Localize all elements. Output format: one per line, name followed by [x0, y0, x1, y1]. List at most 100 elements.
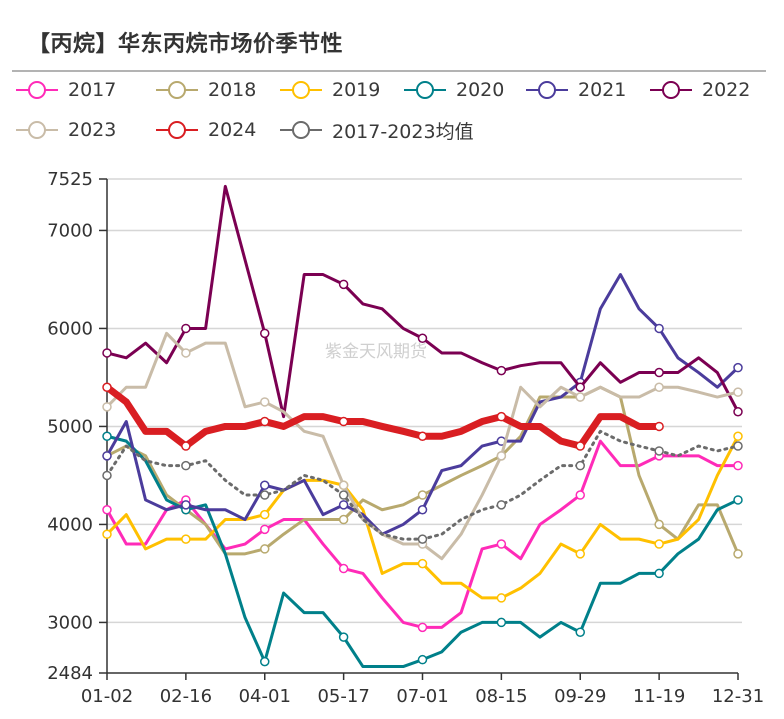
data-point-marker: [496, 451, 507, 461]
data-point-marker: [417, 333, 428, 343]
y-tick-label: 6000: [47, 318, 93, 339]
data-point-marker: [102, 402, 112, 412]
data-point-marker: [654, 382, 664, 392]
legend-circle-icon: [156, 81, 198, 99]
x-tick-label: 05-17: [317, 686, 369, 707]
legend-item[interactable]: 2021: [524, 76, 626, 104]
chart-title: 【丙烷】华东丙烷市场价季节性: [28, 31, 344, 57]
data-point-marker: [654, 519, 664, 530]
data-point-marker: [733, 549, 743, 559]
legend-label: 2022: [702, 79, 751, 101]
data-point-marker: [260, 544, 270, 554]
series-line-2022: [105, 184, 740, 419]
data-point-marker: [496, 539, 507, 549]
data-point-marker: [338, 514, 349, 525]
data-point-marker: [181, 348, 191, 358]
data-point-marker: [575, 382, 585, 392]
data-point-marker: [181, 441, 191, 451]
legend-circle-icon: [156, 121, 198, 139]
legend-label: 2023: [68, 119, 117, 141]
data-point-marker: [733, 431, 743, 441]
legend-item[interactable]: 2024: [154, 116, 256, 144]
data-point-marker: [102, 504, 112, 515]
data-point-marker: [733, 441, 743, 451]
data-point-marker: [417, 622, 428, 633]
legend-label: 2019: [332, 79, 381, 101]
data-point-marker: [181, 534, 191, 544]
data-point-marker: [102, 529, 112, 539]
data-point-marker: [260, 416, 270, 427]
series-line-2018: [105, 385, 740, 556]
legend-item[interactable]: 2022: [648, 76, 750, 104]
watermark: 紫金天风期货: [325, 342, 427, 362]
legend-circle-icon: [16, 121, 58, 139]
data-point-marker: [575, 392, 585, 402]
legend-circle-icon: [280, 121, 322, 139]
data-point-marker: [575, 549, 585, 559]
data-point-marker: [338, 490, 349, 500]
data-point-marker: [417, 534, 428, 544]
data-point-marker: [417, 558, 428, 569]
legend-circle-icon: [16, 81, 58, 99]
data-point-marker: [496, 593, 507, 603]
data-point-marker: [102, 382, 112, 392]
legend-label: 2020: [456, 79, 505, 101]
legend-item[interactable]: 2023: [14, 116, 116, 144]
data-point-marker: [417, 654, 428, 665]
data-point-marker: [575, 441, 585, 451]
x-tick-label: 01-02: [81, 686, 133, 707]
legend-item[interactable]: 2018: [154, 76, 256, 104]
legend-item[interactable]: 2020: [402, 76, 504, 104]
y-tick-label: 7000: [47, 220, 93, 241]
legend-circle-icon: [280, 81, 322, 99]
data-point-marker: [654, 568, 664, 579]
data-point-marker: [338, 480, 349, 490]
data-point-marker: [338, 563, 349, 574]
data-point-marker: [260, 480, 270, 490]
data-point-marker: [733, 387, 743, 397]
data-point-marker: [181, 323, 191, 334]
x-tick-label: 07-01: [396, 686, 448, 707]
data-point-marker: [654, 367, 664, 378]
legend-item[interactable]: 2019: [278, 76, 380, 104]
x-tick-label: 11-19: [633, 686, 685, 707]
y-tick-label: 3000: [47, 612, 93, 633]
y-tick-label: 5000: [47, 416, 93, 437]
series-line-2024: [103, 383, 663, 450]
legend-circle-icon: [526, 81, 568, 99]
data-point-marker: [496, 365, 507, 376]
data-point-marker: [654, 446, 664, 456]
x-tick-label: 08-15: [475, 686, 527, 707]
data-point-marker: [733, 362, 743, 373]
data-point-marker: [654, 421, 664, 432]
legend-label: 2021: [578, 79, 627, 101]
legend-item[interactable]: 2017: [14, 76, 116, 104]
data-point-marker: [733, 460, 743, 471]
legend-label: 2018: [208, 79, 257, 101]
x-tick-label: 12-31: [712, 686, 764, 707]
data-point-marker: [575, 460, 585, 471]
data-point-marker: [654, 323, 664, 334]
legend-label: 2017: [68, 79, 117, 101]
data-point-marker: [417, 490, 428, 500]
data-point-marker: [102, 451, 112, 461]
data-point-marker: [733, 406, 743, 417]
data-point-marker: [102, 431, 112, 441]
series-line-2017: [105, 439, 740, 629]
legend-item[interactable]: 2017-2023均值: [278, 116, 474, 144]
data-point-marker: [338, 416, 349, 427]
data-point-marker: [338, 279, 349, 290]
data-point-marker: [260, 490, 270, 500]
x-tick-label: 04-01: [239, 686, 291, 707]
data-point-marker: [260, 509, 270, 520]
legend-label: 2017-2023均值: [332, 120, 474, 143]
data-point-marker: [575, 490, 585, 500]
y-tick-label: 7525: [47, 169, 93, 190]
data-point-marker: [338, 632, 349, 642]
legend-label: 2024: [208, 119, 257, 141]
data-point-marker: [575, 627, 585, 637]
data-point-marker: [260, 656, 270, 667]
data-point-marker: [102, 470, 112, 481]
legend-circle-icon: [404, 81, 446, 99]
